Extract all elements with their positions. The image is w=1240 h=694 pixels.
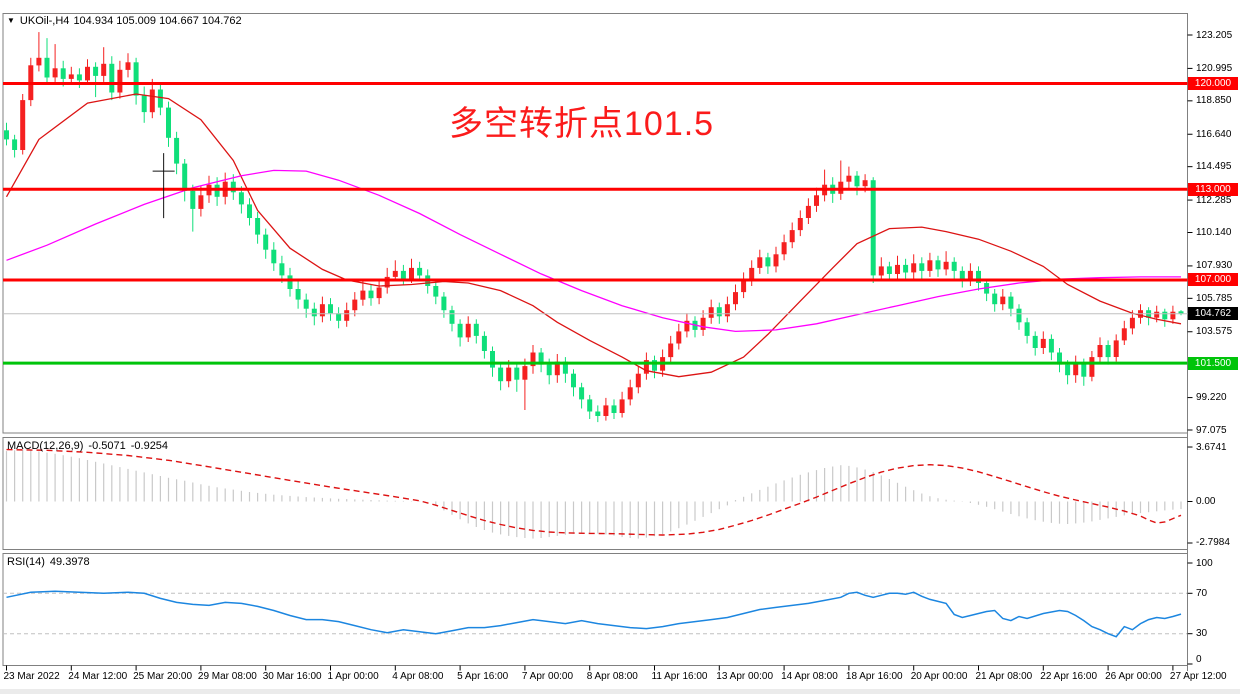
time-axis-label: 18 Apr 16:00: [845, 671, 903, 682]
rsi-label: RSI(14) 49.3978: [7, 556, 95, 568]
time-axis-label: 14 Apr 08:00: [781, 671, 838, 682]
time-axis-label: 22 Apr 16:00: [1040, 671, 1098, 682]
time-axis-label: 27 Apr 12:00: [1169, 671, 1227, 682]
time-axis-label: 4 Apr 08:00: [392, 671, 444, 682]
time-axis-label: 1 Apr 00:00: [327, 671, 379, 682]
ohlc-values: 104.934 105.009 104.667 104.762: [73, 15, 242, 27]
rsi-value: 49.3978: [49, 556, 90, 568]
macd-signal-value: -0.9254: [130, 440, 169, 452]
price-axis-tick: 112.285: [1196, 194, 1232, 206]
time-axis-label: 24 Mar 12:00: [68, 671, 128, 682]
rsi-line: [6, 590, 1182, 638]
price-level-badge: 113.000: [1188, 182, 1238, 196]
symbol-dropdown-icon[interactable]: ▼: [7, 16, 15, 25]
price-level-badge: 101.500: [1188, 356, 1238, 370]
price-axis-tick: 114.495: [1196, 161, 1232, 173]
chart-title: ▼ UKOil-,H4 104.934 105.009 104.667 104.76…: [7, 15, 246, 27]
price-chart-panel-frame: [2, 13, 1188, 434]
price-axis-tick: 118.850: [1196, 95, 1232, 107]
time-axis-label: 5 Apr 16:00: [457, 671, 509, 682]
time-axis-label: 8 Apr 08:00: [586, 671, 638, 682]
macd-axis-tick: 0.00: [1196, 496, 1216, 507]
macd-panel-frame: [2, 437, 1188, 550]
price-axis-tick: 110.140: [1196, 227, 1232, 238]
price-level-badge: 107.000: [1188, 273, 1238, 287]
time-axis-label: 23 Mar 2022: [3, 671, 60, 682]
macd-axis-tick: 3.6741: [1196, 441, 1227, 453]
macd-label: MACD(12,26,9) -0.5071 -0.9254: [7, 440, 173, 452]
rsi-axis-tick: 100: [1196, 557, 1213, 569]
macd-main-value: -0.5071: [88, 440, 126, 452]
macd-signal-line: [6, 448, 1182, 536]
price-axis-tick: 99.220: [1196, 392, 1227, 404]
rsi-axis-tick: 0: [1196, 654, 1202, 665]
rsi-axis-tick: 30: [1196, 628, 1208, 640]
ma-slow-line: [6, 169, 1181, 333]
ma-fast-line: [5, 93, 1182, 378]
price-axis-tick: 120.995: [1196, 62, 1233, 74]
current-price-badge: 104.762: [1188, 307, 1238, 321]
macd-name: MACD(12,26,9): [7, 440, 84, 452]
rsi-name: RSI(14): [7, 556, 45, 568]
price-axis-tick: 116.640: [1196, 128, 1232, 140]
macd-axis-tick: -2.7984: [1196, 537, 1230, 549]
time-axis-label: 26 Apr 00:00: [1105, 671, 1162, 682]
time-axis-label: 29 Mar 08:00: [197, 671, 257, 682]
time-axis-label: 20 Apr 00:00: [910, 671, 968, 682]
rsi-axis-tick: 70: [1196, 587, 1208, 599]
price-axis-tick: 103.575: [1196, 326, 1233, 338]
price-axis-tick: 107.930: [1196, 260, 1233, 272]
time-axis-label: 21 Apr 08:00: [975, 671, 1033, 682]
status-strip: [0, 689, 1240, 694]
time-axis-label: 13 Apr 00:00: [716, 671, 774, 682]
macd-histogram: [5, 449, 1182, 539]
price-axis-tick: 97.075: [1196, 424, 1227, 436]
time-axis-label: 7 Apr 00:00: [521, 671, 574, 682]
price-axis-tick: 123.205: [1196, 29, 1233, 41]
symbol-period-label: UKOil-,H4: [19, 15, 70, 27]
price-axis-tick: 105.785: [1196, 292, 1233, 304]
annotation-text: 多空转折点101.5: [449, 105, 715, 143]
rsi-panel-frame: [2, 553, 1188, 666]
time-axis-label: 11 Apr 16:00: [651, 671, 708, 682]
time-axis-label: 25 Mar 20:00: [133, 671, 193, 682]
time-axis-label: 30 Mar 16:00: [262, 671, 322, 682]
price-level-badge: 120.000: [1188, 76, 1238, 90]
